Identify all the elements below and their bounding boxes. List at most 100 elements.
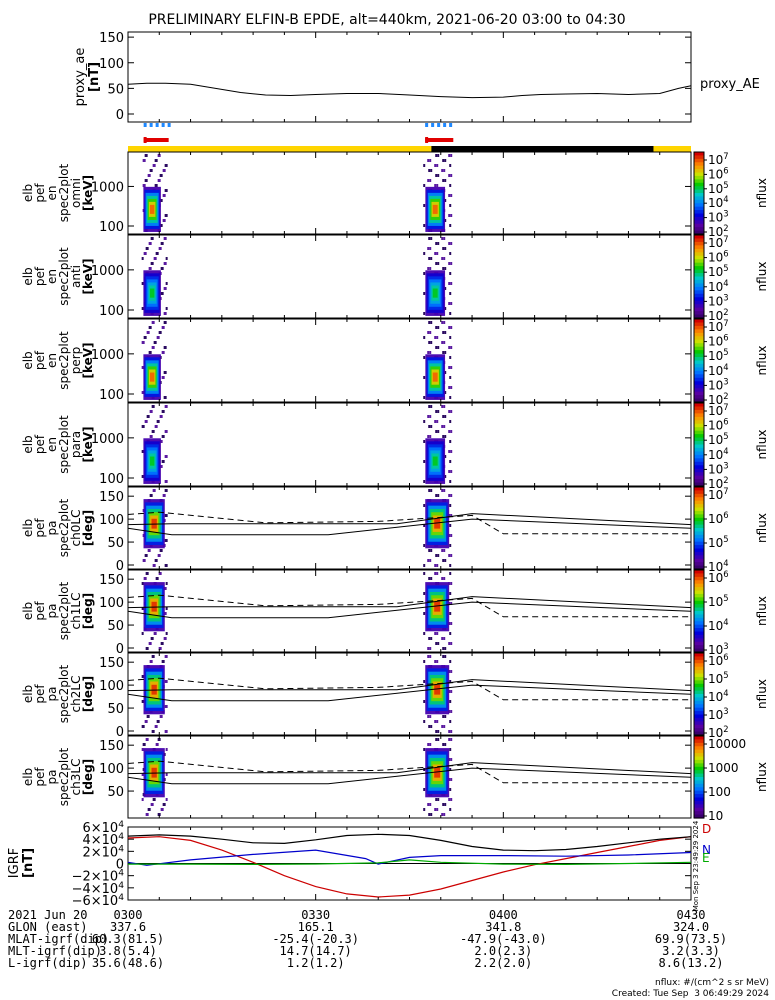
spectrogram-flux-blob [432, 288, 438, 298]
spectrogram-speckle [449, 396, 452, 399]
spectrogram-speckle [444, 743, 447, 746]
spectrogram-speckle [164, 396, 167, 399]
colorbar-segment [694, 283, 704, 288]
colorbar-segment [694, 172, 704, 177]
spectrogram-speckle [441, 549, 444, 552]
colorbar-segment [694, 731, 704, 736]
spectrogram-speckle [160, 199, 163, 202]
spectrogram-speckle [434, 252, 437, 255]
spectrogram-speckle [165, 514, 168, 517]
burst-blue-mark [425, 123, 429, 127]
colorbar-segment [694, 777, 704, 782]
y-axis-label: [deg] [81, 759, 95, 795]
spectrogram-speckle [442, 351, 445, 354]
spectrogram-speckle [435, 494, 438, 497]
spectrogram-speckle [437, 494, 440, 497]
spectrogram-speckle [149, 326, 152, 329]
orbit-row-label: 2021 Jun 20 [8, 908, 88, 922]
loss-cone-line [127, 762, 692, 775]
colorbar-segment [694, 357, 704, 362]
spectrogram-speckle [449, 592, 452, 595]
x-tick-label: 0330 [301, 908, 331, 922]
spectrogram-speckle [450, 154, 453, 157]
spectrogram-speckle [450, 582, 453, 585]
spectrogram-speckle [158, 154, 161, 157]
colorbar-segment [694, 413, 704, 418]
burst-blue-mark [449, 123, 453, 127]
spectrogram-speckle [450, 710, 453, 713]
y-tick-label: 1000 [91, 348, 124, 363]
y-axis-label: pef [33, 767, 47, 787]
colorbar-segment [694, 384, 704, 389]
colorbar-segment [694, 811, 704, 816]
spectrogram-speckle [449, 572, 452, 575]
colorbar-segment [694, 580, 704, 585]
colorbar-frame [693, 151, 705, 235]
colorbar-segment [694, 666, 704, 671]
side-stamp: Mon Sep 3 23:49:29 2024 [692, 820, 700, 911]
y-axis-label: pef [33, 684, 47, 704]
spectrogram-speckle [163, 494, 166, 497]
spectrogram-speckle [161, 242, 164, 245]
spectrogram-speckle [145, 554, 148, 557]
igrf-total-line [127, 833, 692, 852]
spectrogram-speckle [165, 307, 168, 310]
spectrogram-speckle [150, 410, 153, 413]
colorbar-segment [694, 169, 704, 174]
colorbar-tick-label: 106 [708, 165, 729, 181]
spectrogram-speckle [449, 460, 452, 463]
spectrogram-speckle [429, 159, 432, 162]
spectrogram-speckle [155, 159, 158, 162]
loss-cone-line [127, 513, 692, 526]
spectrogram-speckle [164, 612, 167, 615]
spectrogram-speckle [449, 632, 452, 635]
y-axis-label: pa [45, 604, 59, 619]
spectrogram-speckle [428, 489, 431, 492]
spectrogram-speckle [429, 803, 432, 806]
spectrogram-speckle [444, 435, 447, 438]
y-tick-label: 150 [99, 656, 124, 671]
spectrogram-speckle [423, 564, 426, 567]
colorbar-tick-label: 102 [708, 475, 729, 491]
spectrogram-speckle [435, 798, 438, 801]
colorbar-segment [694, 259, 704, 264]
spectrogram-speckle [152, 655, 155, 658]
spectrogram-speckle [430, 169, 433, 172]
y-tick-label: 50 [107, 619, 124, 634]
colorbar-tick-label: 106 [708, 249, 729, 265]
spectrogram-speckle [427, 179, 430, 182]
colorbar-segment [694, 395, 704, 400]
colorbar-tick-label: 105 [708, 431, 729, 447]
colorbar-tick-label: 1000 [708, 761, 739, 775]
spectrogram-speckle [428, 257, 431, 260]
colorbar-segment [694, 807, 704, 812]
colorbar-segment [694, 182, 704, 187]
colorbar-segment [694, 468, 704, 473]
orbit-row-label: GLON (east) [8, 920, 88, 934]
colorbar-segment [694, 210, 704, 215]
spectrogram-speckle [423, 700, 426, 703]
spectrogram-speckle [442, 435, 445, 438]
spectrogram-speckle [449, 660, 452, 663]
spectrogram-speckle [161, 267, 164, 270]
colorbar-segment [694, 507, 704, 512]
colorbar-tick-label: 103 [708, 376, 729, 392]
spectrogram-speckle [444, 455, 447, 458]
colorbar-segment [694, 487, 704, 492]
panel-frame-ch1LC [127, 569, 692, 653]
burst-blue-mark [149, 123, 153, 127]
spectrogram-speckle [423, 336, 426, 339]
y-tick-label: 4×104 [82, 832, 124, 848]
colorbar-segment [694, 430, 704, 435]
colorbar-tick-label: 105 [708, 180, 729, 196]
spectrogram-speckle [450, 410, 453, 413]
spectrogram-speckle [434, 184, 437, 187]
colorbar-segment [694, 248, 704, 253]
field-aligned-line [127, 760, 691, 784]
colorbar-tick-label: 103 [708, 641, 729, 657]
spectrogram-speckle [441, 637, 444, 640]
y-axis-label: en [45, 186, 59, 201]
anti-loss-cone-line [127, 684, 692, 702]
colorbar-tick-label: 105 [708, 534, 729, 550]
